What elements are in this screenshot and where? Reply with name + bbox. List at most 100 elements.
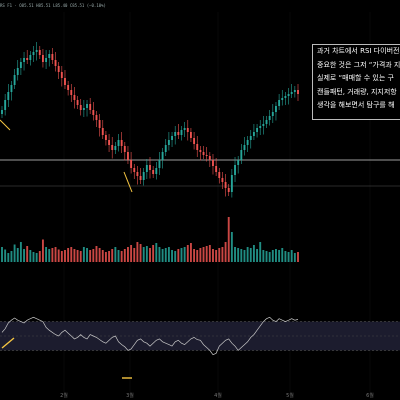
candle-body [139,176,142,180]
volume-bar [297,252,299,262]
x-tick-label: 4월 [214,392,222,399]
volume-bar [130,245,133,262]
volume-bar [48,249,51,262]
volume-bar [234,247,236,262]
candle-body [108,140,111,145]
volume-bar [183,247,186,262]
volume-bar [256,249,259,262]
candle-body [67,85,70,90]
candle-body [284,96,287,98]
volume-series [1,217,299,262]
candle-body [145,165,148,172]
volume-bar [275,249,277,262]
volume-bar [155,243,158,262]
candle-body [193,138,196,144]
volume-bar [123,249,126,262]
candle-body [230,175,233,192]
x-tick-label: 6월 [366,392,374,399]
candle-body [202,152,205,155]
candle-body [117,140,120,146]
volume-bar [79,251,82,262]
candle-body [89,104,92,110]
volume-bar [136,242,139,262]
volume-bar [290,250,293,262]
candle-body [237,160,240,165]
volume-bar [164,248,167,262]
volume-bar [23,249,25,262]
candle-body [26,58,29,60]
candle-body [234,165,236,175]
candle-body [101,128,104,135]
candle-body [79,105,82,110]
candle-body [4,100,7,110]
candle-body [35,50,38,52]
volume-bar [262,250,265,262]
volume-bar [149,248,151,262]
volume-bar [252,245,255,262]
candle-body [7,92,10,100]
candle-body [224,182,227,188]
volume-bar [45,247,48,262]
candle-body [167,140,170,145]
note-line: 생각을 해보면서 탐구를 해 [317,101,395,110]
volume-bar [287,252,290,262]
volume-bar [186,245,189,262]
volume-bar [82,247,85,262]
candle-body [142,172,145,180]
volume-bar [237,248,240,262]
candle-body [183,128,186,130]
volume-bar [76,250,79,262]
volume-bar [284,251,287,262]
volume-bar [221,247,224,262]
candle-body [243,145,246,150]
volume-bar [293,253,296,262]
ohlc-readout: RS F1 · O85.51 H85.51 L85.40 C85.51 (−0.… [0,3,106,8]
volume-bar [60,251,63,262]
volume-bar [180,248,183,262]
volume-bar [73,249,76,262]
volume-bar [208,245,211,262]
candle-body [199,150,202,152]
volume-bar [70,247,73,262]
candle-body [23,58,25,62]
candle-body [123,146,126,152]
candle-body [196,144,199,150]
volume-bar [167,247,170,262]
volume-bar [86,248,88,262]
candle-body [57,66,60,72]
volume-bar [89,250,92,262]
volume-bar [199,248,202,262]
note-line: 실제로 “매매할 수 있는 구 [317,74,394,83]
volume-bar [29,250,32,262]
candle-body [205,155,208,156]
candle-body [120,140,123,146]
volume-bar [10,251,13,262]
candle-body [51,54,54,60]
x-tick-label: 3월 [126,392,134,399]
volume-bar [268,252,271,262]
candle-body [262,124,265,126]
volume-bar [95,246,98,262]
volume-bar [224,242,227,262]
candle-body [164,145,167,152]
candle-body [271,112,274,116]
candle-body [45,58,48,62]
annotation-note: 과거 차트에서 RSI 다이버전스 중요한 것은 그저 “가격과 지 실제로 “… [312,44,400,120]
candle-body [246,140,249,145]
volume-bar [171,250,173,262]
candle-body [180,130,183,135]
candle-body [208,156,211,160]
candle-body [227,188,230,192]
candle-body [161,152,164,160]
candle-body [221,178,224,182]
candle-body [259,126,262,128]
volume-bar [278,250,281,262]
price-level-lines [0,159,400,187]
volume-bar [64,250,66,262]
candlestick-series [0,42,299,198]
candle-body [48,54,51,58]
volume-bar [35,253,38,262]
volume-bar [161,249,164,262]
divergence-marker [123,171,133,193]
volume-bar [57,249,60,262]
